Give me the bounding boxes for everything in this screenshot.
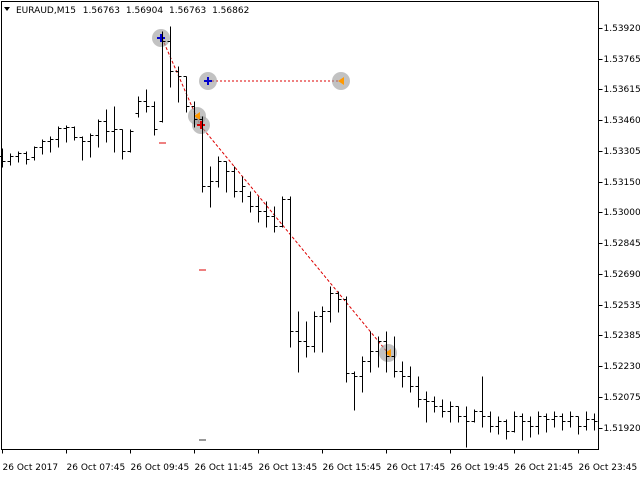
chart-header: EURAUD,M15 1.56763 1.56904 1.56763 1.568… xyxy=(16,6,249,16)
y-tick-label: 1.51920 xyxy=(604,424,640,434)
y-tick-label: 1.53615 xyxy=(604,85,640,95)
x-tick-label: 26 Oct 09:45 xyxy=(131,463,190,473)
close-arrow xyxy=(194,112,200,120)
buy-arrow xyxy=(157,34,165,42)
header-low: 1.56763 xyxy=(169,6,206,16)
x-tick-label: 26 Oct 2017 xyxy=(3,463,59,473)
y-tick-label: 1.53920 xyxy=(604,24,640,34)
y-tick-label: 1.53000 xyxy=(604,208,640,218)
sell-arrow xyxy=(197,121,205,129)
x-tick-label: 26 Oct 15:45 xyxy=(323,463,382,473)
x-tick-label: 26 Oct 13:45 xyxy=(259,463,318,473)
x-tick-label: 26 Oct 11:45 xyxy=(195,463,254,473)
header-close: 1.56862 xyxy=(212,6,249,16)
trade-line xyxy=(199,124,389,354)
plot-frame xyxy=(1,1,599,450)
header-high: 1.56904 xyxy=(126,6,163,16)
y-tick-label: 1.53305 xyxy=(604,147,640,157)
close-arrow xyxy=(385,349,391,357)
x-tick-label: 26 Oct 17:45 xyxy=(387,463,446,473)
x-tick-label: 26 Oct 19:45 xyxy=(451,463,510,473)
y-tick-label: 1.52690 xyxy=(604,270,640,280)
x-tick-label: 26 Oct 21:45 xyxy=(515,463,574,473)
y-tick-label: 1.52385 xyxy=(604,331,640,341)
y-tick-label: 1.52535 xyxy=(604,301,640,311)
y-tick-label: 1.52230 xyxy=(604,362,640,372)
x-tick-label: 26 Oct 23:45 xyxy=(579,463,638,473)
menu-arrow[interactable] xyxy=(4,7,10,11)
buy-arrow xyxy=(204,77,212,85)
trade-line xyxy=(161,37,201,126)
y-tick-label: 1.53460 xyxy=(604,116,640,126)
trade-annotations xyxy=(152,29,397,441)
y-tick-label: 1.52845 xyxy=(604,239,640,249)
y-tick-label: 1.53150 xyxy=(604,178,640,188)
close-arrow xyxy=(338,77,344,85)
x-tick-label: 26 Oct 07:45 xyxy=(67,463,126,473)
header-open: 1.56763 xyxy=(83,6,120,16)
symbol: EURAUD,M15 xyxy=(16,6,76,16)
y-tick-label: 1.53765 xyxy=(604,55,640,65)
y-tick-label: 1.52075 xyxy=(604,393,640,403)
